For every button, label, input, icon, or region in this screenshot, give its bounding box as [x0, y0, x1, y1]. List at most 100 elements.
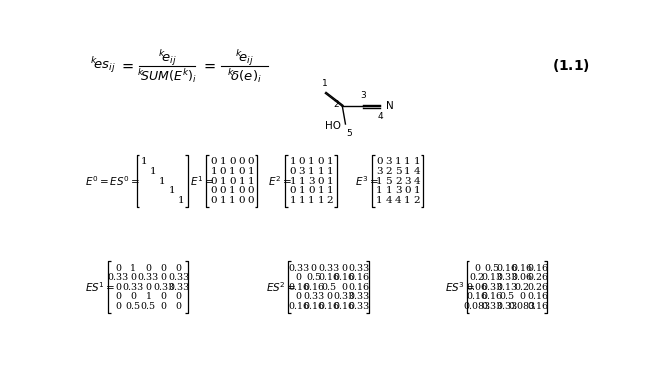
Text: 0.16: 0.16	[303, 302, 325, 311]
Text: $=$: $=$	[201, 58, 217, 73]
Text: 0.33: 0.33	[333, 292, 355, 301]
Text: 1: 1	[299, 176, 305, 185]
Text: 0.16: 0.16	[333, 273, 355, 282]
Text: 1: 1	[210, 167, 217, 176]
Text: 3: 3	[395, 186, 401, 195]
Text: $ES^{3}=$: $ES^{3}=$	[445, 280, 475, 294]
Text: $=$: $=$	[119, 58, 135, 73]
Text: $E^{1}=$: $E^{1}=$	[190, 174, 214, 188]
Text: 0.16: 0.16	[288, 302, 309, 311]
Text: 0: 0	[317, 157, 324, 166]
Text: 3: 3	[361, 91, 366, 100]
Text: 1: 1	[327, 186, 333, 195]
Text: 0.16: 0.16	[333, 302, 355, 311]
Text: 0.5: 0.5	[126, 302, 141, 311]
Text: $\mathbf{(1.1)}$: $\mathbf{(1.1)}$	[552, 57, 591, 74]
Text: 1: 1	[317, 196, 324, 205]
Text: 1: 1	[317, 186, 324, 195]
Text: 1: 1	[404, 157, 411, 166]
Text: 0: 0	[311, 263, 317, 272]
Text: $ES^{1}=$: $ES^{1}=$	[85, 280, 116, 294]
Text: 0: 0	[404, 186, 411, 195]
Text: 0: 0	[115, 292, 121, 301]
Text: 1: 1	[327, 176, 333, 185]
Text: 0.33: 0.33	[138, 273, 159, 282]
Text: 3: 3	[404, 176, 411, 185]
Text: 3: 3	[385, 157, 392, 166]
Text: 0: 0	[210, 176, 217, 185]
Text: 0: 0	[220, 186, 226, 195]
Text: ${}^{k}\!e_{ij}$: ${}^{k}\!e_{ij}$	[235, 48, 255, 68]
Text: 0.33: 0.33	[349, 302, 370, 311]
Text: 0: 0	[115, 263, 121, 272]
Text: 1: 1	[150, 167, 156, 176]
Text: 4: 4	[413, 176, 420, 185]
Text: 0.33: 0.33	[482, 283, 503, 292]
Text: 1: 1	[376, 196, 383, 205]
Text: 0.06: 0.06	[466, 283, 488, 292]
Text: 0.16: 0.16	[497, 263, 518, 272]
Text: 0.5: 0.5	[500, 292, 515, 301]
Text: 0.13: 0.13	[497, 283, 518, 292]
Text: 0.16: 0.16	[349, 273, 370, 282]
Text: 0: 0	[130, 273, 136, 282]
Text: 1: 1	[248, 176, 255, 185]
Text: 0: 0	[238, 157, 245, 166]
Text: 1: 1	[289, 157, 296, 166]
Text: 1: 1	[220, 196, 226, 205]
Text: 0.33: 0.33	[168, 283, 189, 292]
Text: 5: 5	[385, 176, 392, 185]
Text: 0: 0	[248, 157, 255, 166]
Text: 0.083: 0.083	[464, 302, 490, 311]
Text: 0: 0	[210, 196, 217, 205]
Text: 0.26: 0.26	[527, 273, 548, 282]
Text: 1: 1	[289, 176, 296, 185]
Text: 0.33: 0.33	[123, 283, 144, 292]
Text: 0.33: 0.33	[482, 302, 503, 311]
Text: 0: 0	[308, 186, 315, 195]
Text: 0: 0	[341, 283, 347, 292]
Text: 0.5: 0.5	[307, 273, 321, 282]
Text: 0: 0	[210, 157, 217, 166]
Text: 1: 1	[299, 186, 305, 195]
Text: 1: 1	[229, 196, 236, 205]
Text: 2: 2	[327, 196, 333, 205]
Text: 1: 1	[308, 157, 315, 166]
Text: 0.33: 0.33	[288, 263, 309, 272]
Text: 2: 2	[333, 100, 339, 109]
Text: 0: 0	[229, 157, 236, 166]
Text: 0.26: 0.26	[527, 283, 548, 292]
Text: 2: 2	[385, 167, 392, 176]
Text: 0: 0	[248, 186, 255, 195]
Text: 1: 1	[308, 196, 315, 205]
Text: 0.16: 0.16	[527, 302, 548, 311]
Text: 0.083: 0.083	[509, 302, 536, 311]
Text: 1: 1	[376, 176, 383, 185]
Text: 0.33: 0.33	[303, 292, 325, 301]
Text: 0: 0	[289, 167, 296, 176]
Text: 0.2: 0.2	[515, 283, 530, 292]
Text: 5: 5	[347, 129, 352, 138]
Text: 0: 0	[229, 176, 236, 185]
Text: 1: 1	[130, 263, 136, 272]
Text: 0: 0	[474, 263, 480, 272]
Text: ${}^{k}\!e_{ij}$: ${}^{k}\!e_{ij}$	[158, 48, 177, 68]
Text: 1: 1	[322, 79, 327, 88]
Text: 1: 1	[376, 186, 383, 195]
Text: 3: 3	[299, 167, 305, 176]
Text: 1: 1	[395, 157, 401, 166]
Text: 4: 4	[413, 167, 420, 176]
Text: 0: 0	[176, 302, 182, 311]
Text: 1: 1	[248, 167, 255, 176]
Text: 1: 1	[238, 176, 245, 185]
Text: 0.16: 0.16	[319, 302, 339, 311]
Text: 2: 2	[413, 196, 420, 205]
Text: 0: 0	[176, 292, 182, 301]
Text: HO: HO	[325, 121, 341, 131]
Text: 1: 1	[413, 157, 420, 166]
Text: 0: 0	[317, 176, 324, 185]
Text: 1: 1	[168, 186, 175, 195]
Text: 0: 0	[238, 196, 245, 205]
Text: 0: 0	[289, 186, 296, 195]
Text: 0: 0	[220, 167, 226, 176]
